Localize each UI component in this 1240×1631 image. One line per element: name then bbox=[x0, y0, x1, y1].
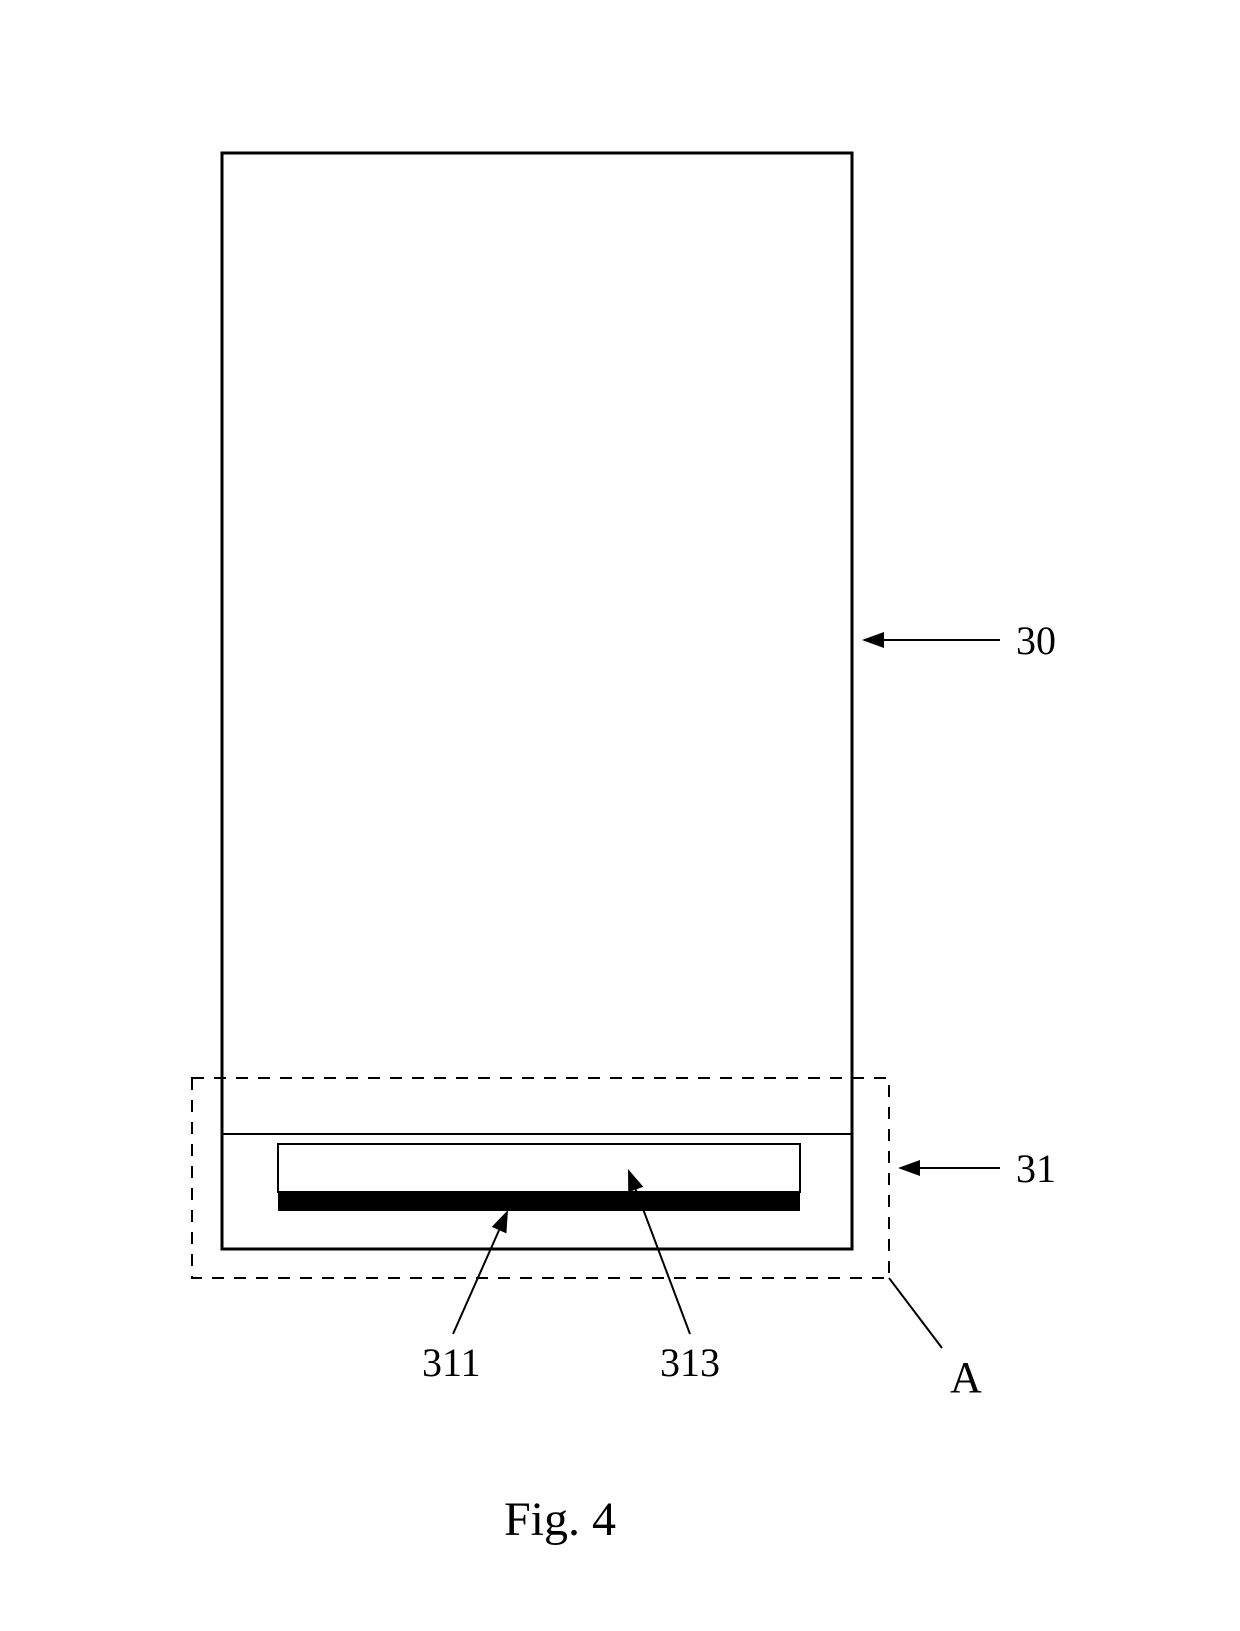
component-311 bbox=[278, 1192, 800, 1211]
label-a: A bbox=[950, 1353, 982, 1402]
device-outline bbox=[222, 153, 852, 1249]
label-311: 311 bbox=[422, 1340, 481, 1385]
leader-a bbox=[889, 1278, 942, 1348]
component-313 bbox=[278, 1144, 800, 1192]
figure-caption: Fig. 4 bbox=[504, 1493, 616, 1546]
label-313: 313 bbox=[660, 1340, 720, 1385]
label-30: 30 bbox=[1016, 618, 1056, 663]
label-31: 31 bbox=[1016, 1146, 1056, 1191]
